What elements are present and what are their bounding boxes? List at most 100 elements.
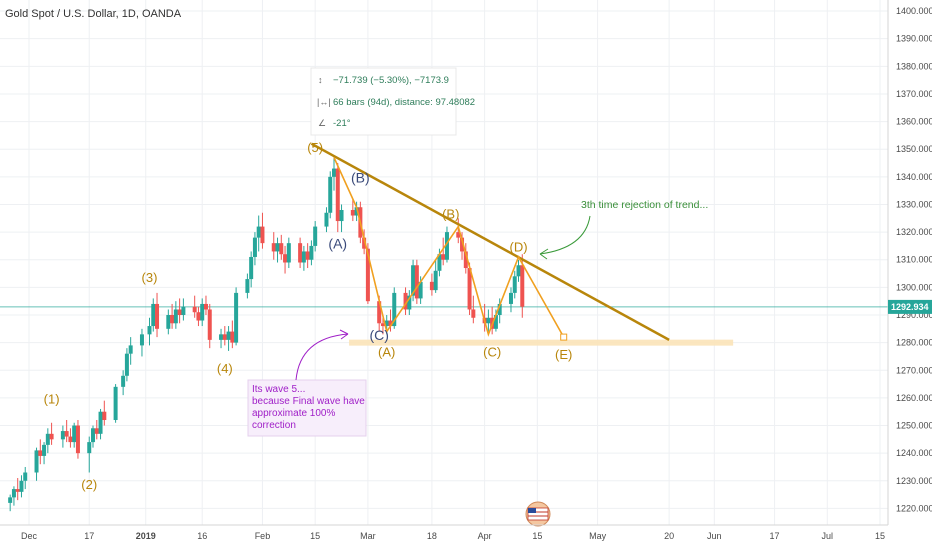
wave-label: (3)	[142, 270, 158, 285]
candle-body	[155, 303, 160, 329]
time-tick-label: Feb	[255, 531, 271, 541]
purple-note-line-1: Its wave 5...	[252, 384, 305, 395]
candle-body	[388, 320, 393, 327]
candle-body	[339, 210, 344, 222]
candle-body	[362, 237, 367, 249]
candle-body	[305, 251, 310, 260]
price-tick-label: 1260.000	[896, 393, 932, 403]
candle-body	[102, 411, 107, 420]
current-price-label: 1292.934	[891, 302, 929, 312]
wave-label: (4)	[217, 361, 233, 376]
candle-body	[87, 442, 92, 454]
candle-body	[170, 315, 175, 324]
candle-body	[516, 265, 521, 277]
measure-price: −71.739 (−5.30%), −7173.9	[333, 75, 449, 86]
price-tick-label: 1330.000	[896, 199, 932, 209]
wave-label: (C)	[369, 327, 388, 343]
candle-body	[279, 243, 284, 255]
candle-body	[309, 245, 314, 260]
candle-body	[23, 472, 28, 481]
chart-title: Gold Spot / U.S. Dollar, 1D, OANDA	[5, 8, 182, 20]
time-axis[interactable]: Dec 17 2019 16 Feb 15 Mar 18 Apr 15 May 20 Jun 17 Jul 1…	[0, 524, 888, 541]
candle-body	[91, 428, 96, 443]
candle-body	[64, 431, 69, 437]
time-tick-label: 17	[770, 531, 780, 541]
candle-body	[460, 237, 465, 252]
price-tick-label: 1340.000	[896, 172, 932, 182]
angle-icon: ∠	[318, 118, 326, 128]
candle-body	[222, 334, 227, 340]
purple-note-line-3: approximate 100%	[252, 408, 335, 419]
candle-body	[230, 331, 235, 343]
candle-body	[72, 425, 77, 443]
candle-body	[508, 292, 513, 304]
candle-body	[124, 353, 129, 376]
wave-label: (2)	[81, 477, 97, 492]
green-note-arrow	[539, 215, 591, 255]
candle-body	[493, 315, 498, 329]
price-tick-label: 1220.000	[896, 503, 932, 513]
candle-body	[384, 320, 389, 327]
price-tick-label: 1280.000	[896, 338, 932, 348]
candle-body	[151, 303, 156, 327]
support-zone	[349, 339, 734, 346]
candle-body	[200, 303, 205, 321]
candle-body	[407, 295, 412, 310]
candle-body	[520, 265, 525, 307]
candle-body	[354, 207, 359, 216]
candle-body	[365, 248, 370, 302]
wave-label: (5)	[307, 140, 323, 155]
candle-body	[271, 243, 276, 252]
price-axis[interactable]: 1220.000 1230.000 1240.000 1250.000 1260.000…	[887, 0, 932, 525]
candle-body	[203, 303, 208, 310]
purple-arrowhead-icon	[339, 329, 349, 340]
candle-body	[128, 345, 133, 354]
candle-body	[75, 425, 80, 454]
candle-body	[350, 210, 355, 216]
time-tick-label: 17	[84, 531, 94, 541]
purple-note-line-2: because Final wave have	[252, 396, 365, 407]
time-tick-label: Dec	[21, 531, 38, 541]
candle-body	[34, 450, 39, 473]
candle-body	[256, 226, 261, 238]
candle-body	[207, 309, 212, 340]
price-tick-label: 1370.000	[896, 89, 932, 99]
candle-body	[301, 251, 306, 263]
candle-body	[512, 276, 517, 293]
time-tick-label: May	[589, 531, 607, 541]
candle-body	[298, 243, 303, 263]
green-note-text: 3th time rejection of trend...	[581, 199, 708, 211]
time-tick-label: Jun	[707, 531, 722, 541]
price-tick-label: 1360.000	[896, 117, 932, 127]
wave-endpoint	[560, 333, 568, 341]
wave-label: (C)	[483, 344, 501, 359]
candle-body	[283, 254, 288, 263]
candle-body	[192, 306, 197, 313]
candle-body	[68, 436, 73, 443]
candle-body	[19, 480, 24, 492]
wave-label: (B)	[351, 169, 370, 185]
time-tick-label: 15	[875, 531, 885, 541]
time-tick-label: Apr	[478, 531, 492, 541]
candle-body	[328, 176, 333, 213]
measure-angle: -21°	[333, 118, 351, 129]
candle-body	[196, 312, 201, 321]
candle-body	[181, 306, 186, 315]
candle-body	[166, 315, 171, 329]
price-tick-label: 1390.000	[896, 34, 932, 44]
candle-body	[463, 251, 468, 269]
candle-body	[15, 489, 20, 492]
price-tick-label: 1380.000	[896, 61, 932, 71]
candle-body	[260, 226, 265, 244]
time-tick-label: 15	[310, 531, 320, 541]
price-tick-label: 1250.000	[896, 421, 932, 431]
measure-box: ↕ −71.739 (−5.30%), −7173.9 |↔| 66 bars …	[310, 67, 475, 136]
candle-body	[173, 309, 178, 324]
candle-body	[98, 411, 103, 434]
candle-body	[377, 301, 382, 324]
candle-body	[286, 243, 291, 263]
candle-body	[335, 168, 340, 222]
wave-label: (E)	[555, 347, 572, 362]
events-flag-icon[interactable]	[525, 501, 551, 527]
